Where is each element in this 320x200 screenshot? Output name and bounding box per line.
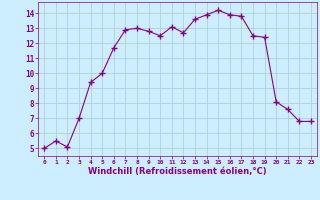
X-axis label: Windchill (Refroidissement éolien,°C): Windchill (Refroidissement éolien,°C) bbox=[88, 167, 267, 176]
